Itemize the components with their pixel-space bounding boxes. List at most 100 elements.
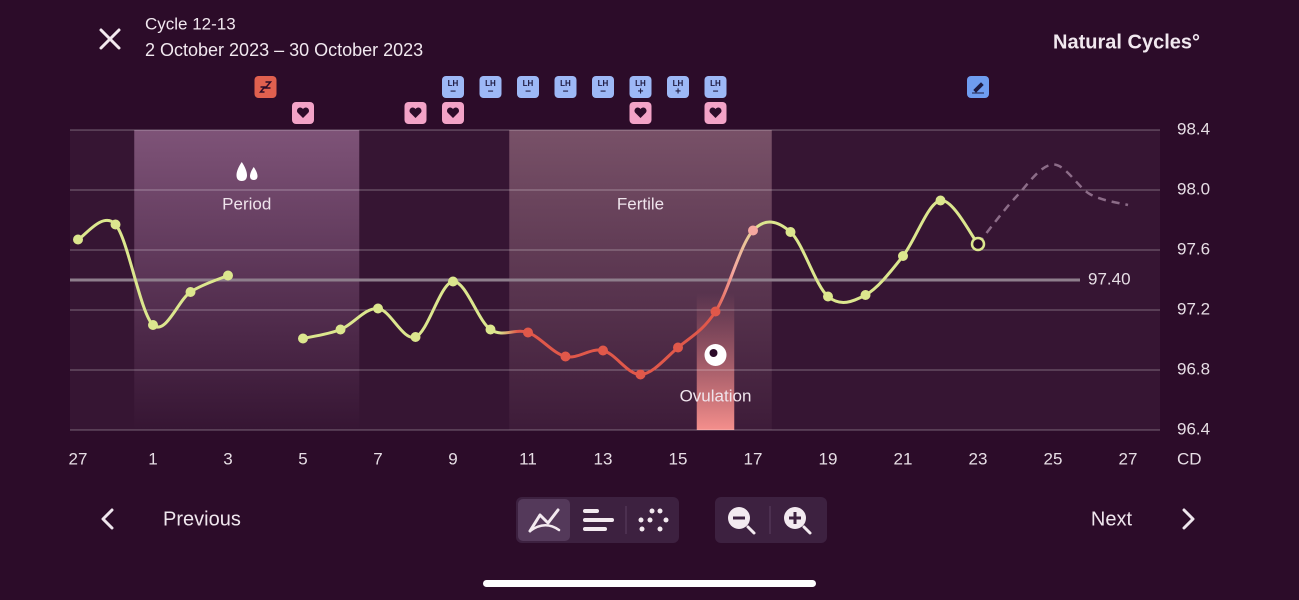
temperature-point — [860, 290, 871, 300]
next-arrow[interactable] — [1182, 508, 1195, 530]
temperature-point — [185, 287, 196, 297]
event-heart — [704, 102, 727, 124]
y-tick-label: 96.8 — [1177, 359, 1210, 378]
x-tick-label: 5 — [298, 449, 307, 468]
temperature-point — [73, 234, 83, 245]
lh-label: LH — [710, 79, 721, 88]
brand-logo: Natural Cycles° — [1053, 31, 1200, 53]
lh-result: − — [563, 87, 569, 98]
x-tick-label: 27 — [69, 449, 88, 468]
temperature-point — [898, 251, 908, 261]
temperature-point — [485, 324, 496, 335]
temperature-point — [335, 324, 346, 335]
event-lh: LH− — [592, 76, 614, 98]
x-tick-label: 9 — [448, 449, 457, 468]
temperature-point — [223, 270, 233, 281]
temperature-point — [673, 342, 683, 353]
sleep-icon — [258, 81, 273, 93]
event-sleep — [254, 76, 277, 98]
heart-icon — [446, 107, 460, 118]
y-tick-label: 98.0 — [1177, 179, 1210, 198]
lh-label: LH — [560, 79, 571, 88]
lh-result: − — [450, 87, 456, 98]
x-tick-label: 15 — [669, 449, 688, 468]
x-tick-label: 11 — [519, 449, 537, 468]
next-button[interactable]: Next — [1091, 508, 1133, 530]
event-lh: LH− — [554, 76, 577, 98]
band-label: Ovulation — [680, 386, 752, 405]
temperature-point — [598, 345, 608, 356]
event-lh: LH− — [517, 76, 539, 98]
event-badge — [592, 76, 614, 98]
x-tick-label: 23 — [969, 449, 988, 468]
lh-result: + — [675, 87, 681, 98]
bar-view-button[interactable] — [583, 509, 614, 531]
zoom-out-button[interactable] — [728, 507, 756, 535]
lh-label: LH — [523, 79, 534, 88]
lh-label: LH — [448, 79, 459, 88]
temperature-point — [785, 227, 796, 237]
previous-button[interactable]: Previous — [163, 508, 241, 530]
lh-label: LH — [598, 79, 609, 88]
event-heart — [442, 102, 464, 124]
temperature-point — [298, 333, 308, 344]
x-tick-label: 3 — [223, 449, 232, 468]
x-tick-label: 21 — [894, 449, 913, 468]
temperature-point — [410, 332, 421, 342]
view-toggle — [516, 497, 679, 543]
event-heart — [629, 102, 652, 124]
band-label: Fertile — [617, 194, 664, 213]
today-point — [970, 236, 986, 252]
event-badge — [479, 76, 502, 98]
lh-label: LH — [485, 79, 496, 88]
band-label: Period — [222, 194, 271, 213]
period-icon — [236, 162, 258, 181]
x-tick-label: 19 — [819, 449, 838, 468]
event-heart — [404, 102, 427, 124]
close-button[interactable] — [99, 28, 121, 50]
lh-result: − — [525, 87, 531, 98]
lh-label: LH — [635, 79, 646, 88]
temperature-point — [748, 225, 758, 236]
temperature-point — [373, 303, 383, 314]
x-tick-label: 27 — [1119, 449, 1138, 468]
x-tick-label: 13 — [594, 449, 613, 468]
y-tick-label: 97.2 — [1177, 299, 1210, 318]
event-note — [967, 76, 989, 98]
temperature-point — [635, 369, 646, 380]
zoom-in-button[interactable] — [784, 507, 812, 535]
lh-result: − — [488, 87, 494, 98]
event-badge — [442, 76, 464, 98]
heart-icon — [296, 107, 310, 118]
event-lh: LH− — [479, 76, 502, 98]
temperature-point — [523, 327, 533, 338]
x-tick-label: 7 — [373, 449, 382, 468]
heart-icon — [709, 107, 722, 118]
zoom-controls — [715, 497, 827, 543]
y-tick-label: 98.4 — [1177, 119, 1210, 138]
home-indicator — [483, 580, 816, 587]
y-tick-label: 97.6 — [1177, 239, 1210, 258]
temperature-point — [148, 320, 158, 330]
event-badge — [704, 76, 727, 98]
event-badge — [517, 76, 539, 98]
lh-result: + — [638, 87, 644, 98]
dot-view-button[interactable] — [638, 508, 669, 532]
event-lh: LH+ — [667, 76, 689, 98]
x-tick-label: 25 — [1044, 449, 1063, 468]
ovulation-icon-dot — [709, 349, 718, 357]
cycle-title: Cycle 12-13 — [145, 14, 236, 33]
event-heart — [292, 102, 314, 124]
previous-arrow[interactable] — [101, 508, 114, 530]
heart-icon — [634, 107, 647, 118]
x-tick-label: 17 — [744, 449, 763, 468]
x-tick-label: 1 — [148, 449, 157, 468]
event-badge — [629, 76, 652, 98]
cycle-dates: 2 October 2023 – 30 October 2023 — [145, 40, 423, 60]
reference-label: 97.40 — [1088, 269, 1131, 288]
lh-result: − — [713, 87, 719, 98]
event-badge — [554, 76, 577, 98]
event-badge — [667, 76, 689, 98]
y-tick-label: 96.4 — [1177, 419, 1210, 438]
